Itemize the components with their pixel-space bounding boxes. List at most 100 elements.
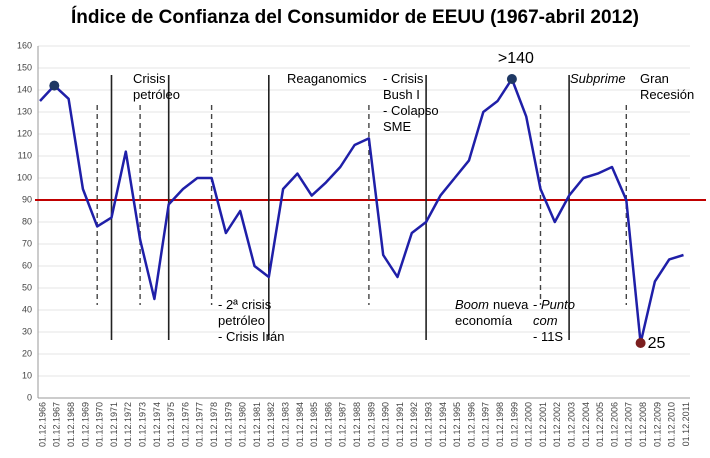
x-tick-label: 01.12.1973 <box>137 402 147 447</box>
annotation-text: SME <box>383 119 412 134</box>
x-tick-label: 01.12.2002 <box>552 402 562 447</box>
y-tick-label: 70 <box>22 238 32 248</box>
annotation: Crisis <box>133 71 166 86</box>
chart-title: Índice de Confianza del Consumidor de EE… <box>71 6 639 28</box>
x-tick-label: 01.12.2000 <box>524 402 534 447</box>
annotation: com <box>533 313 558 328</box>
x-tick-label: 01.12.1971 <box>109 402 119 447</box>
x-tick-label: 01.12.1978 <box>209 402 219 447</box>
annotation: - Crisis Irán <box>218 329 284 344</box>
y-tick-label: 150 <box>17 62 32 72</box>
y-tick-label: 20 <box>22 348 32 358</box>
x-tick-label: 01.12.1979 <box>223 402 233 447</box>
x-tick-label: 01.12.2009 <box>652 402 662 447</box>
annotation: SME <box>383 119 412 134</box>
annotation: - Colapso <box>383 103 439 118</box>
annotation-text: - Colapso <box>383 103 439 118</box>
annotation-text: petróleo <box>218 313 265 328</box>
y-tick-label: 160 <box>17 40 32 50</box>
annotation-text: - <box>533 297 541 312</box>
x-tick-label: 01.12.2011 <box>681 402 691 446</box>
x-tick-label: 01.12.1981 <box>252 402 262 447</box>
x-tick-label: 01.12.1996 <box>466 402 476 447</box>
annotation: Boom nueva <box>455 297 529 312</box>
x-tick-label: 01.12.1984 <box>295 402 305 447</box>
marker-label: 25 <box>648 335 666 352</box>
annotation-text: Recesión <box>640 87 694 102</box>
x-tick-label: 01.12.1999 <box>509 402 519 447</box>
annotation-text: - Crisis Irán <box>218 329 284 344</box>
y-tick-label: 10 <box>22 370 32 380</box>
x-tick-label: 01.12.1977 <box>195 402 205 447</box>
y-tick-label: 90 <box>22 194 32 204</box>
x-tick-label: 01.12.1992 <box>409 402 419 447</box>
annotation: Reaganomics <box>287 71 367 86</box>
series-line <box>39 77 684 345</box>
annotation: - Punto <box>533 297 575 312</box>
annotation-text: com <box>533 313 558 328</box>
annotation-text: petróleo <box>133 87 180 102</box>
x-tick-label: 01.12.1967 <box>52 402 62 447</box>
x-tick-label: 01.12.1995 <box>452 402 462 447</box>
y-tick-label: 80 <box>22 216 32 226</box>
y-tick-label: 140 <box>17 84 32 94</box>
annotation-text: economía <box>455 313 513 328</box>
annotation: Subprime <box>570 71 626 86</box>
x-tick-label: 01.12.1997 <box>481 402 491 447</box>
x-tick-label: 01.12.2006 <box>609 402 619 447</box>
y-tick-label: 0 <box>27 392 32 402</box>
x-tick-label: 01.12.2003 <box>566 402 576 447</box>
annotation: - 11S <box>533 329 563 344</box>
annotation: Recesión <box>640 87 694 102</box>
x-tick-label: 01.12.1983 <box>280 402 290 447</box>
marker <box>635 338 646 348</box>
x-tick-label: 01.12.2008 <box>638 402 648 447</box>
x-tick-label: 01.12.1975 <box>166 402 176 447</box>
annotation: petróleo <box>218 313 265 328</box>
x-tick-label: 01.12.1972 <box>123 402 133 447</box>
annotation: Gran <box>640 71 669 86</box>
x-tick-label: 01.12.1991 <box>395 402 405 447</box>
x-tick-label: 01.12.1982 <box>266 402 276 447</box>
x-tick-label: 01.12.2005 <box>595 402 605 447</box>
x-tick-label: 01.12.1988 <box>352 402 362 447</box>
y-tick-label: 40 <box>22 304 32 314</box>
annotation-text: Crisis <box>133 71 166 86</box>
annotation: - Crisis <box>383 71 424 86</box>
x-tick-label: 01.12.1993 <box>423 402 433 447</box>
x-tick-label: 01.12.1985 <box>309 402 319 447</box>
marker-label: >140 <box>498 50 534 67</box>
x-tick-label: 01.12.2001 <box>538 402 548 447</box>
x-tick-label: 01.12.1974 <box>152 402 162 447</box>
annotation-text: Boom <box>455 297 489 312</box>
y-tick-label: 60 <box>22 260 32 270</box>
marker <box>506 74 517 84</box>
annotation-text: Gran <box>640 71 669 86</box>
annotation-text: nueva <box>493 297 529 312</box>
annotation: - 2ª crisis <box>218 297 272 312</box>
y-tick-label: 130 <box>17 106 32 116</box>
x-tick-label: 01.12.2010 <box>667 402 677 447</box>
x-tick-label: 01.12.1998 <box>495 402 505 447</box>
y-tick-label: 110 <box>18 150 32 160</box>
annotation-text: - 11S <box>533 329 563 344</box>
annotation-text: Subprime <box>570 71 626 86</box>
annotation-text: Punto <box>541 297 575 312</box>
x-tick-label: 01.12.1987 <box>338 402 348 447</box>
x-tick-label: 01.12.1980 <box>238 402 248 447</box>
annotation: petróleo <box>133 87 180 102</box>
x-tick-label: 01.12.2004 <box>581 402 591 447</box>
marker <box>49 80 60 91</box>
x-tick-label: 01.12.1994 <box>438 402 448 447</box>
x-tick-label: 01.12.1969 <box>80 402 90 447</box>
annotation-text: - 2ª crisis <box>218 297 272 312</box>
x-tick-label: 01.12.1986 <box>323 402 333 447</box>
x-tick-label: 01.12.2007 <box>624 402 634 447</box>
y-tick-label: 30 <box>22 326 32 336</box>
annotation-text: - Crisis <box>383 71 424 86</box>
y-tick-label: 50 <box>22 282 32 292</box>
x-tick-label: 01.12.1966 <box>37 402 47 447</box>
x-tick-label: 01.12.1989 <box>366 402 376 447</box>
y-tick-label: 100 <box>17 172 32 182</box>
